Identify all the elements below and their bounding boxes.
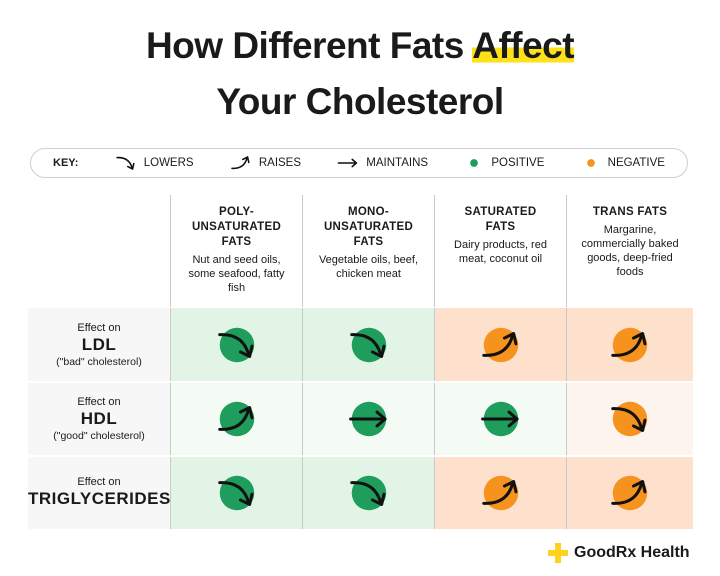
key-icon [115,156,135,170]
column-header: MONO- UNSATURATED FATS Vegetable oils, beef… [302,195,434,307]
effect-cell [302,308,434,381]
effect-icon [217,401,254,437]
key-item: POSITIVE [463,152,544,174]
column-name: MONO- UNSATURATED FATS [303,205,434,250]
key-icon [337,158,358,168]
effect-icon [611,475,648,511]
effect-cell [170,383,302,455]
effect-icon [349,475,386,511]
column-name-line: UNSATURATED [323,221,414,233]
effect-icon [348,401,387,437]
column-name-line: TRANS FATS [592,206,668,218]
footer: GoodRx Health [548,543,690,563]
effect-icon [217,475,254,511]
effect-cell [566,308,693,381]
effect-cell [302,383,434,455]
effect-cell [566,457,693,529]
key-text: MAINTAINS [366,157,429,169]
column-name-line: POLY- [219,206,254,218]
effect-cell [434,457,566,529]
row-name: HDL [80,409,118,428]
effect-icon [611,327,648,362]
effect-icon [481,327,518,362]
effect-icon [481,475,518,511]
key-text: LOWERS [143,157,194,169]
column-description: Nut and seed oils, some seafood, fatty f… [188,254,285,294]
key-item: NEGATIVE [580,152,665,174]
row-label-prefix: Effect on [77,476,121,488]
row-label-prefix: Effect on [77,396,121,408]
column-name-line: UNSATURATED [191,221,282,233]
effect-icon [349,327,386,362]
title-highlight: Affect [472,25,575,66]
column-name-line: SATURATED [464,206,537,218]
key-item: MAINTAINS [336,151,428,175]
row-note: ("good" cholesterol) [53,430,145,442]
row-label: Effect on TRIGLYCERIDES [28,457,170,529]
key-item: RAISES [229,151,301,175]
column-name: POLY- UNSATURATED FATS [171,205,302,250]
key-icon [586,159,595,167]
column-description: Vegetable oils, beef, chicken meat [318,254,419,280]
column-header: TRANS FATS Margarine, commercially baked … [566,195,693,307]
column-name-line: FATS [353,236,384,248]
brand: GoodRx Health [574,544,690,561]
effect-cell [566,383,693,455]
column-name-line: MONO- [347,206,390,218]
key-text: NEGATIVE [607,157,665,169]
effect-cell [434,383,566,455]
column-name: TRANS FATS [567,205,693,220]
effect-cell [434,308,566,381]
row-label: Effect on LDL ("bad" cholesterol) [28,308,170,381]
column-name-line: FATS [485,221,516,233]
effect-icon [480,401,519,437]
key-icon [470,159,479,167]
effect-cell [170,308,302,381]
key-icon [231,156,250,170]
effect-icon [611,401,648,437]
title-text: How Different Fats [145,25,464,66]
title-text: Your Cholesterol [216,81,504,122]
logo-icon [548,543,568,563]
row-name: LDL [81,334,117,354]
row-label-prefix: Effect on [77,321,121,334]
effect-icon [217,327,254,362]
row-label: Effect on HDL ("good" cholesterol) [28,383,170,455]
key-text: POSITIVE [491,157,545,169]
key: KEY: LOWERS RAISES MAINTAINS POSITIVE NEGATI… [30,148,688,178]
key-item: LOWERS [114,151,194,175]
effect-cell [170,457,302,529]
row-name: TRIGLYCERIDES [28,489,171,508]
column-header: POLY- UNSATURATED FATS Nut and seed oils, s… [170,195,302,307]
column-name: SATURATED FATS [435,205,566,235]
title: How Different Fats Affect Your Cholester… [0,18,720,130]
effect-cell [302,457,434,529]
key-text: RAISES [258,157,302,169]
key-label: KEY: [53,157,79,169]
row-note: ("bad" cholesterol) [56,355,142,368]
column-name-line: FATS [221,236,252,248]
column-description: Dairy products, red meat, coconut oil [454,239,547,265]
column-description: Margarine, commercially baked goods, dee… [581,224,679,278]
column-header: SATURATED FATS Dairy products, red meat, c… [434,195,566,307]
